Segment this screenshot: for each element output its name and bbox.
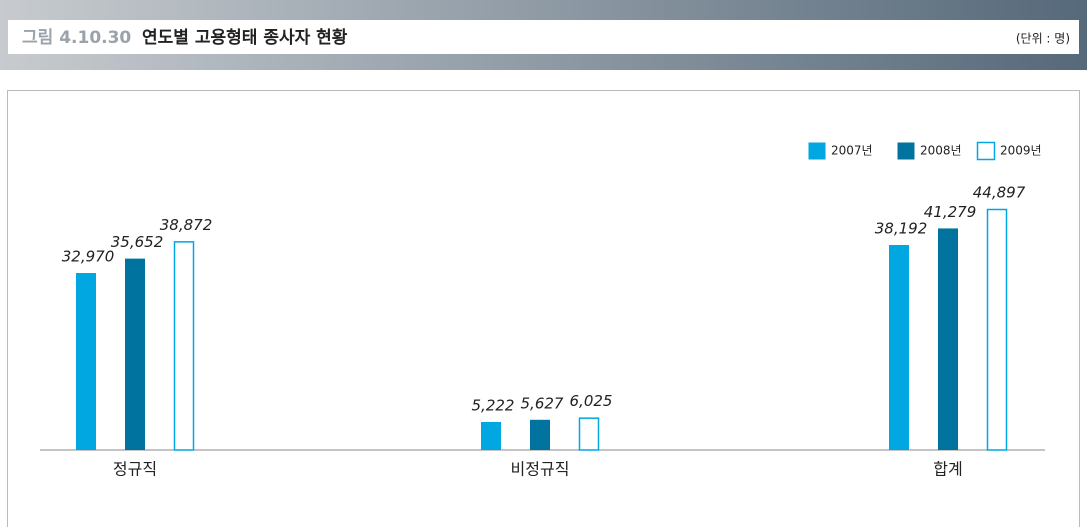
legend-label: 2007년 bbox=[831, 144, 873, 158]
value-label: 38,192 bbox=[875, 219, 928, 237]
x-tick-label: 정규직 bbox=[113, 460, 157, 479]
value-label: 35,652 bbox=[111, 233, 164, 251]
legend-swatch bbox=[976, 141, 996, 161]
bar bbox=[578, 417, 600, 451]
bar bbox=[986, 208, 1008, 451]
x-tick-label: 합계 bbox=[933, 460, 962, 479]
value-label: 5,222 bbox=[472, 396, 515, 414]
value-label: 41,279 bbox=[924, 203, 977, 221]
bar bbox=[530, 419, 550, 450]
figure-title: 연도별 고용형태 종사자 현황 bbox=[142, 27, 348, 48]
value-label: 6,025 bbox=[570, 392, 613, 410]
bar bbox=[173, 241, 195, 451]
bar bbox=[76, 273, 96, 450]
unit-label: (단위 : 명) bbox=[1016, 32, 1070, 46]
bar bbox=[889, 244, 909, 450]
legend-swatch bbox=[897, 142, 915, 160]
legend-label: 2008년 bbox=[920, 144, 962, 158]
figure-number: 그림 4.10.30 bbox=[22, 28, 131, 48]
header-box bbox=[8, 20, 1079, 54]
value-label: 38,872 bbox=[160, 216, 213, 234]
value-label: 44,897 bbox=[973, 184, 1026, 202]
bar bbox=[125, 258, 145, 450]
bar bbox=[481, 421, 501, 450]
value-label: 5,627 bbox=[521, 394, 564, 412]
legend-swatch bbox=[808, 142, 826, 160]
legend-label: 2009년 bbox=[1000, 144, 1042, 158]
bar bbox=[938, 228, 958, 450]
value-label: 32,970 bbox=[62, 248, 115, 266]
x-tick-label: 비정규직 bbox=[511, 460, 570, 479]
